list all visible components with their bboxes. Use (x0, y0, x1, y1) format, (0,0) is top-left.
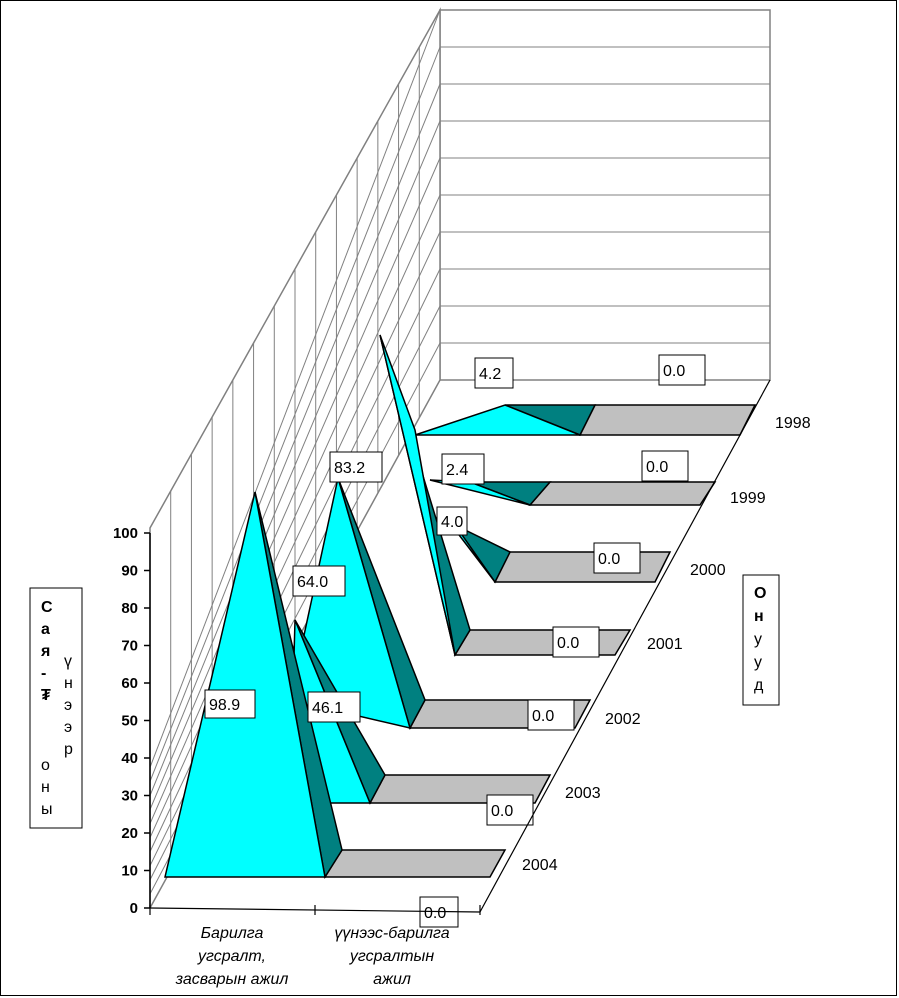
data-label-box (486, 794, 534, 826)
category-label: угсралт, (197, 948, 266, 965)
floor-slab (493, 551, 672, 583)
category-label: засварын ажил (175, 971, 289, 988)
y-axis-title-char: э (64, 719, 72, 736)
y-axis-title-box (29, 587, 83, 829)
floor-slab (528, 481, 717, 506)
data-label-box (292, 565, 346, 597)
data-label-box (441, 453, 485, 485)
z-axis-title-box (742, 574, 780, 706)
category-label: Барилга (201, 925, 264, 942)
pyramid-front (379, 334, 456, 656)
y-axis-title-char: о (41, 757, 50, 774)
axes: 0 10 20 30 40 50 60 70 80 90 100 1998 1999 2000 2001 20… (29, 379, 811, 988)
y-axis-title-char: ы (41, 801, 53, 818)
y-axis-title-char: ү (64, 653, 72, 670)
data-label-box (436, 506, 468, 536)
y-axis-title-char: ₮ (41, 687, 51, 704)
y-axis-title-char: р (64, 741, 73, 758)
z-axis-title-char: д (754, 677, 764, 694)
data-label: 98.9 (209, 697, 240, 714)
y-tick-label: 80 (121, 600, 138, 617)
y-axis-title-char: н (64, 675, 73, 692)
data-label: 0.0 (646, 459, 668, 476)
data-label-box (552, 626, 600, 658)
y-tick-label: 50 (121, 713, 138, 730)
y-axis-title-char: э (64, 697, 72, 714)
data-label-box (474, 357, 514, 389)
category-label: ажил (373, 971, 411, 988)
y-axis-title-char: н (41, 779, 50, 796)
y-tick-label: 40 (121, 750, 138, 767)
data-label: 0.0 (663, 363, 685, 380)
z-axis (479, 379, 771, 913)
y-tick-label: 30 (121, 788, 138, 805)
data-label: 0.0 (491, 803, 513, 820)
data-label: 83.2 (334, 460, 365, 477)
z-tick-label: 1998 (775, 415, 811, 432)
data-label-box (204, 689, 256, 719)
data-label: 46.1 (312, 700, 343, 717)
y-tick-label: 60 (121, 675, 138, 692)
data-labels: 98.9 64.0 46.1 83.2 4.0 2.4 4.2 0.0 0.0 0.0 0.0 0.0… (204, 354, 706, 928)
data-label-box (307, 691, 361, 723)
pyramid-front (164, 491, 326, 878)
y-axis-title-char: С (41, 599, 53, 616)
floor-slab (578, 404, 757, 436)
y-axis-title-char: я (40, 643, 50, 660)
z-tick-label: 2004 (522, 857, 558, 874)
y-tick-label: 10 (121, 863, 138, 880)
data-label: 4.0 (441, 514, 463, 531)
category-label: үүнээс-барилга (334, 925, 449, 942)
y-axis-title-char: - (41, 665, 46, 682)
data-label: 4.2 (479, 366, 501, 383)
data-label-box (593, 542, 641, 574)
y-tick-label: 20 (121, 825, 138, 842)
z-tick-label: 2002 (605, 711, 641, 728)
data-label: 0.0 (532, 708, 554, 725)
data-label: 0.0 (598, 551, 620, 568)
pyramid-front (414, 404, 581, 436)
y-tick-label: 70 (121, 638, 138, 655)
y-tick-label: 0 (130, 900, 138, 917)
data-label: 0.0 (424, 905, 446, 922)
z-axis-title-char: н (754, 608, 764, 625)
data-label: 64.0 (297, 574, 328, 591)
z-axis-title-char: у (754, 654, 762, 671)
data-label-box (641, 450, 689, 482)
z-axis-title-char: О (754, 585, 766, 602)
floor-slab (453, 629, 632, 656)
data-label-box (329, 451, 383, 483)
z-tick-label: 2000 (690, 562, 726, 579)
category-label: угсралтын (349, 948, 434, 965)
y-tick-label: 100 (113, 525, 138, 542)
data-label: 0.0 (557, 635, 579, 652)
z-axis-title-char: у (754, 631, 762, 648)
floor-slab (323, 849, 507, 878)
z-tick-label: 2003 (565, 785, 601, 802)
y-tick-label: 90 (121, 563, 138, 580)
z-tick-label: 2001 (647, 636, 683, 653)
data-label-box (527, 699, 575, 731)
chart-pyramids (164, 334, 597, 880)
data-label-box (658, 354, 706, 386)
z-tick-label: 1999 (730, 490, 766, 507)
data-label: 2.4 (446, 462, 468, 479)
y-axis-title-char: а (41, 621, 50, 638)
